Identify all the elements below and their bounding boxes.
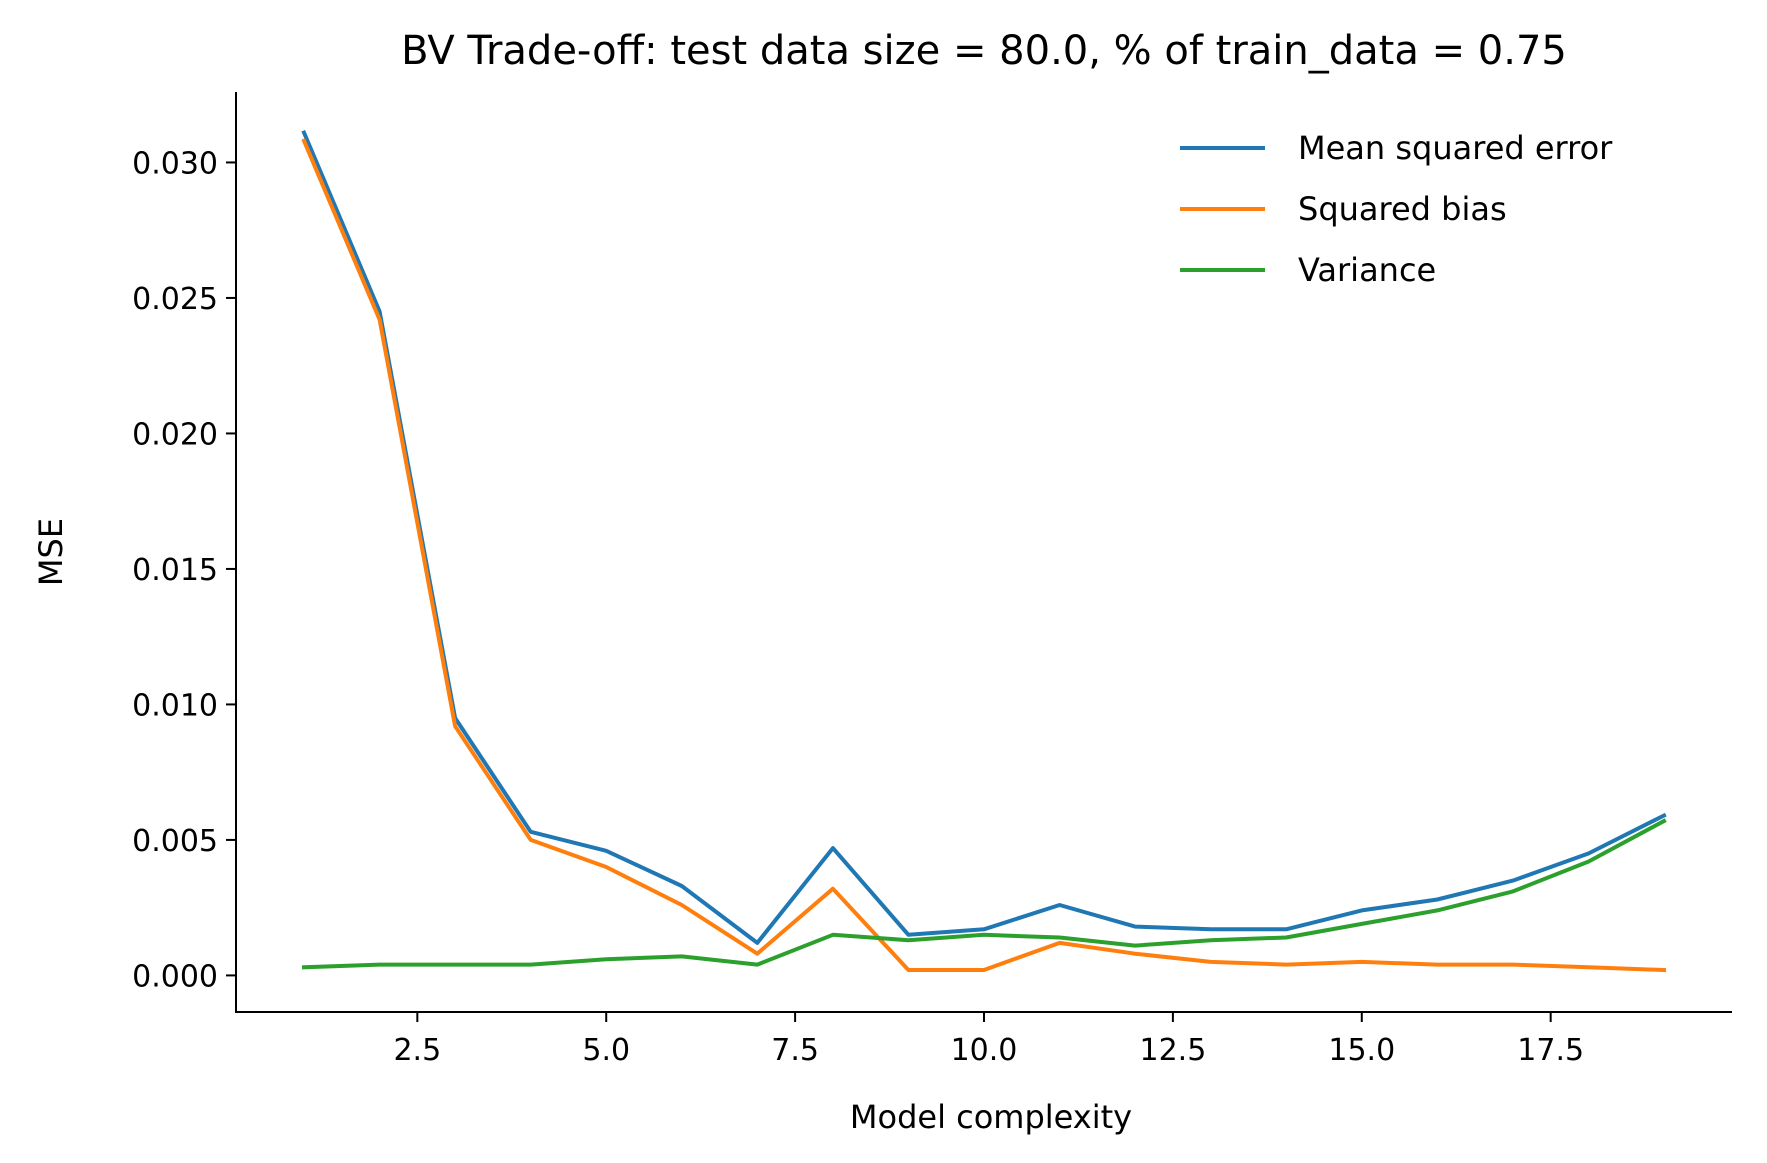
legend-label-mean-squared-error: Mean squared error [1298,129,1613,167]
legend: Mean squared error Squared bias Variance [1180,129,1613,289]
plot-area [301,129,1667,973]
y-axis-label: MSE [32,518,70,586]
y-tick-label: 0.020 [132,417,218,452]
series-line-squared-bias [301,138,1667,973]
y-tick-label: 0.000 [132,959,218,994]
x-axis-label: Model complexity [850,1098,1132,1136]
x-tick-label: 5.0 [582,1033,630,1068]
y-ticks: 0.000 0.005 0.010 0.015 0.020 0.025 0.030 [132,146,236,994]
series-line-mean-squared-error [301,129,1667,945]
x-tick-label: 15.0 [1328,1033,1395,1068]
y-tick-label: 0.025 [132,282,218,317]
y-tick-label: 0.015 [132,553,218,588]
legend-label-squared-bias: Squared bias [1298,190,1507,228]
x-tick-label: 10.0 [951,1033,1018,1068]
series-line-variance [301,818,1667,970]
x-ticks: 2.5 5.0 7.5 10.0 12.5 15.0 17.5 [393,1012,1584,1068]
x-tick-label: 12.5 [1139,1033,1206,1068]
legend-label-variance: Variance [1298,251,1436,289]
x-tick-label: 17.5 [1517,1033,1584,1068]
y-tick-label: 0.010 [132,688,218,723]
chart-title: BV Trade-off: test data size = 80.0, % o… [401,28,1567,74]
y-tick-label: 0.005 [132,824,218,859]
x-tick-label: 2.5 [393,1033,441,1068]
y-tick-label: 0.030 [132,146,218,181]
x-tick-label: 7.5 [771,1033,819,1068]
